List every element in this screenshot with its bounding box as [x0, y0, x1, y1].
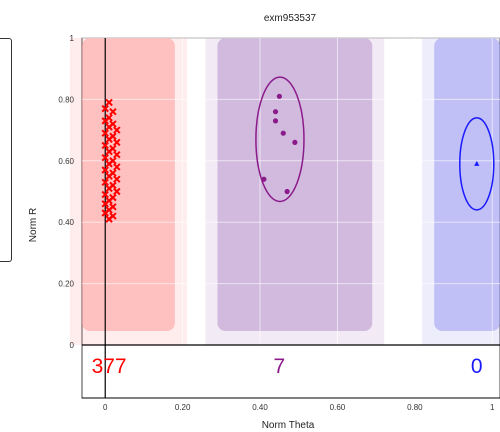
data-point [101, 117, 109, 125]
cluster-count-label: 7 [274, 355, 286, 378]
data-point [105, 123, 113, 131]
data-point [284, 188, 290, 195]
y-tick-label: 0 [70, 341, 75, 350]
data-point [272, 109, 279, 115]
x-tick-label: 0.20 [175, 403, 191, 412]
data-point-stroke [113, 126, 121, 134]
data-point [113, 187, 121, 196]
y-tick-labels: 0 0.20 0.40 0.60 0.80 1 [58, 34, 74, 350]
data-point-stroke [113, 163, 121, 171]
data-point-stroke [105, 135, 113, 144]
data-point-stroke [105, 123, 113, 131]
data-point [272, 118, 279, 124]
data-point [474, 160, 480, 166]
region-block [217, 38, 373, 331]
data-point [105, 184, 113, 193]
points-layer [101, 93, 480, 223]
data-point-stroke [101, 166, 109, 174]
x-tick-label: 0.40 [252, 403, 268, 412]
data-point-stroke [105, 147, 113, 156]
data-point-stroke [113, 138, 121, 147]
data-point [101, 154, 109, 162]
data-point [113, 150, 121, 159]
data-point-stroke [101, 117, 109, 125]
data-point-stroke [113, 150, 121, 159]
y-tick-label: 0.20 [58, 280, 74, 289]
data-point-stroke [113, 187, 121, 196]
ellipse-layer [255, 76, 495, 211]
chart-title: exm953537 [264, 13, 317, 24]
grid-layer [82, 37, 500, 398]
y-axis-title: Norm R [28, 208, 39, 242]
cluster-count-label: 0 [471, 355, 483, 378]
data-point-stroke [101, 154, 109, 162]
data-point [101, 209, 109, 217]
data-point [113, 163, 121, 171]
data-point-stroke [101, 129, 109, 137]
data-point [105, 160, 113, 168]
cluster-ellipse [459, 117, 495, 211]
data-point [276, 93, 282, 99]
data-point [105, 98, 113, 107]
data-point [105, 147, 113, 156]
data-point-stroke [105, 160, 113, 168]
data-point [101, 141, 109, 150]
data-point [292, 139, 298, 145]
region-layer [70, 38, 500, 345]
data-point [101, 104, 109, 113]
region-block [434, 38, 500, 331]
data-point-stroke [105, 184, 113, 193]
data-point [105, 215, 113, 223]
data-point [261, 176, 267, 182]
cluster-ellipse [255, 76, 305, 203]
data-point [113, 138, 121, 147]
data-point-stroke [105, 98, 113, 107]
data-point [280, 130, 286, 136]
x-tick-labels: 0 0.20 0.40 0.60 0.80 1 [103, 403, 495, 412]
data-point [101, 178, 109, 186]
y-tick-label: 0.80 [58, 95, 74, 104]
data-point [109, 107, 117, 116]
data-point-stroke [101, 190, 109, 199]
x-tick-label: 1 [490, 403, 495, 412]
data-point-stroke [105, 215, 113, 223]
axes-layer [82, 38, 500, 399]
data-point-stroke [105, 172, 113, 180]
left-panel-border [0, 38, 12, 262]
data-point [105, 135, 113, 144]
x-tick-label: 0.80 [407, 403, 423, 412]
y-tick-label: 0.60 [58, 157, 74, 166]
data-point-stroke [109, 107, 117, 116]
data-point-stroke [101, 200, 109, 208]
data-point-stroke [101, 104, 109, 113]
data-point-stroke [113, 175, 121, 183]
y-tick-label: 1 [70, 34, 75, 43]
data-point-stroke [101, 209, 109, 217]
x-tick-label: 0.60 [330, 403, 346, 412]
data-point [113, 126, 121, 134]
data-point-stroke [101, 141, 109, 150]
y-tick-label: 0.40 [58, 218, 74, 227]
data-point [101, 190, 109, 199]
x-axis-title: Norm Theta [262, 420, 315, 431]
count-layer: 377 7 0 [92, 355, 483, 378]
data-point [101, 129, 109, 137]
region-block [82, 38, 175, 331]
data-point-stroke [101, 178, 109, 186]
data-point [113, 175, 121, 183]
x-tick-label: 0 [103, 403, 108, 412]
data-point [101, 166, 109, 174]
data-point [105, 172, 113, 180]
data-point [101, 200, 109, 208]
cluster-count-label: 377 [92, 355, 127, 378]
